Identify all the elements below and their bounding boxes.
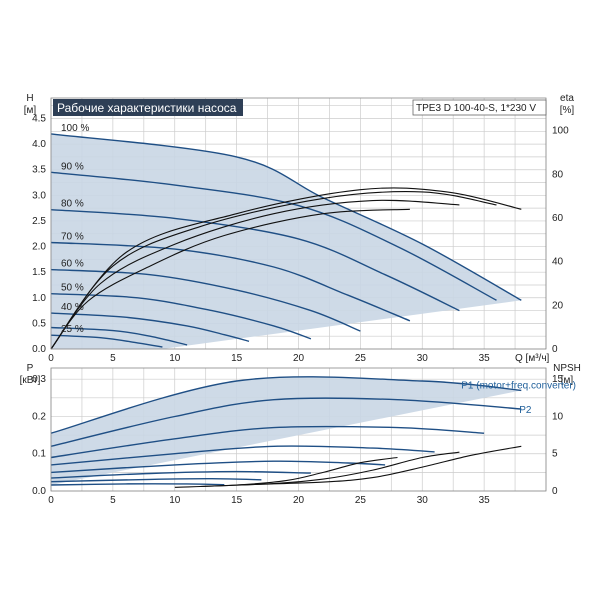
y-tick-label: 0.5: [32, 318, 46, 329]
power-curve: [50, 376, 522, 434]
y-tick-label: 0.0: [32, 344, 46, 355]
model-box: [412, 99, 547, 116]
title-box: [53, 99, 243, 116]
x-tick-label: 15: [231, 495, 243, 506]
x-tick-label: 5: [110, 495, 116, 506]
y-tick-label: 0.0: [32, 486, 46, 497]
y-axis-label: H: [26, 93, 33, 104]
head-curve-label: 40 %: [61, 302, 84, 313]
head-curve: [50, 334, 163, 348]
y2-axis-unit: [м]: [561, 375, 574, 386]
head-curve: [50, 326, 188, 346]
y2-tick-label: 15: [552, 374, 564, 385]
y-axis-label: P: [27, 363, 34, 374]
y-axis-unit: [кВт]: [20, 375, 41, 386]
head-curve: [50, 268, 361, 332]
x-tick-label: 15: [231, 353, 243, 364]
x-tick-label: 30: [417, 495, 429, 506]
y2-tick-label: 40: [552, 257, 564, 268]
head-curve: [50, 293, 312, 340]
head-curve: [50, 133, 522, 301]
x-tick-label: 10: [169, 495, 181, 506]
y-tick-label: 3.5: [32, 165, 46, 176]
power-curve-label: P2: [519, 405, 532, 416]
head-curve: [50, 209, 460, 312]
x-tick-label: 10: [169, 353, 181, 364]
npsh-curve: [199, 451, 460, 488]
y2-tick-label: 0: [552, 344, 558, 355]
y2-tick-label: 60: [552, 213, 564, 224]
y2-tick-label: 80: [552, 169, 564, 180]
power-curve: [50, 445, 435, 466]
curve-layer: [50, 133, 522, 488]
head-curve: [50, 241, 411, 322]
x-axis-label: Q [м³/ч]: [515, 353, 550, 364]
x-tick-label: 20: [293, 495, 305, 506]
y-tick-label: 0.2: [32, 411, 46, 422]
head-curve: [50, 171, 497, 301]
eta-curve: [50, 191, 497, 350]
plot-frame: [50, 97, 547, 350]
x-tick-label: 0: [48, 495, 54, 506]
operating-envelope: [51, 376, 522, 485]
x-tick-label: 20: [293, 353, 305, 364]
y-axis-unit: [м]: [24, 105, 37, 116]
x-tick-label: 25: [355, 495, 367, 506]
y-tick-label: 2.0: [32, 242, 46, 253]
y2-axis-label: eta: [560, 93, 574, 104]
x-tick-label: 5: [110, 353, 116, 364]
y-tick-label: 4.0: [32, 139, 46, 150]
y-tick-label: 4.5: [32, 113, 46, 124]
y-tick-label: 3.0: [32, 190, 46, 201]
head-curve-label: 80 %: [61, 199, 84, 210]
eta-curve: [50, 187, 522, 350]
power-curve: [50, 397, 522, 447]
y-tick-label: 2.5: [32, 216, 46, 227]
y2-tick-label: 5: [552, 449, 558, 460]
label-layer: 100 % 90 % 80 % 70 % 60 % 50 % 40 % 25 % P1 (mot…: [61, 123, 576, 416]
axis-layer: 0 5 10 15 20 25 30 35 0.0 0.5 1.0 1.5 2.0 2.5 3.0 3.5 4.…: [20, 93, 581, 506]
operating-envelope: [51, 133, 522, 349]
y2-axis-unit: [%]: [560, 105, 575, 116]
y2-tick-label: 20: [552, 300, 564, 311]
npsh-curve: [236, 445, 522, 486]
head-curve-label: 60 %: [61, 259, 84, 270]
y-tick-label: 0.3: [32, 374, 46, 385]
y2-axis-label: NPSH: [553, 363, 581, 374]
head-curve: [50, 312, 250, 342]
y-tick-label: 0.1: [32, 449, 46, 460]
y2-tick-label: 0: [552, 486, 558, 497]
x-tick-label: 35: [479, 353, 491, 364]
head-curve-label: 50 %: [61, 283, 84, 294]
power-curve: [50, 477, 262, 483]
plot-frame: [50, 367, 547, 492]
head-curve-label: 100 %: [61, 123, 89, 134]
x-tick-label: 0: [48, 353, 54, 364]
y2-tick-label: 10: [552, 411, 564, 422]
power-curve: [50, 483, 225, 486]
x-tick-label: 25: [355, 353, 367, 364]
y-tick-label: 1.5: [32, 267, 46, 278]
npsh-curve: [174, 456, 398, 488]
y2-tick-label: 100: [552, 126, 569, 137]
eta-curve: [50, 208, 410, 350]
x-tick-label: 30: [417, 353, 429, 364]
head-curve-label: 70 %: [61, 231, 84, 242]
power-curve-label: P1 (motor+freq.converter): [461, 380, 576, 391]
head-curve-label: 25 %: [61, 324, 84, 335]
power-curve: [50, 470, 311, 479]
y-tick-label: 1.0: [32, 293, 46, 304]
fill-layer: [51, 133, 522, 485]
chart-title: Рабочие характеристики насоса: [57, 101, 237, 115]
pump-model: TPE3 D 100-40-S, 1*230 V: [416, 103, 536, 114]
x-tick-label: 35: [479, 495, 491, 506]
eta-curve: [50, 199, 460, 350]
power-curve: [50, 425, 485, 459]
head-curve-label: 90 %: [61, 161, 84, 172]
